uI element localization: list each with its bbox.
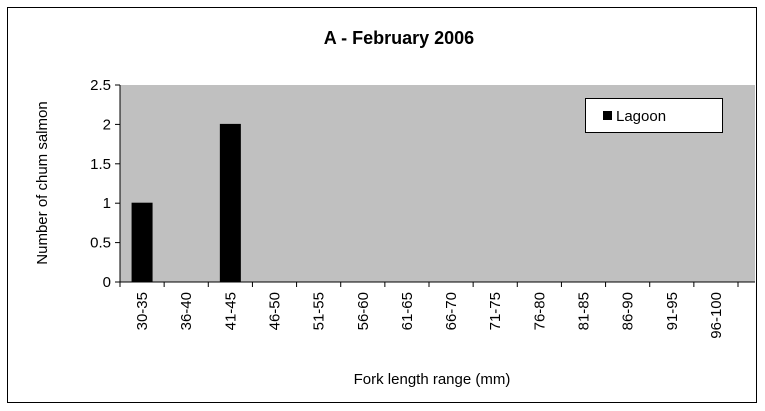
y-tick-label: 2.5 — [90, 77, 111, 94]
x-tick-label: 56-60 — [355, 292, 372, 330]
y-tick-label: 1.5 — [90, 156, 111, 173]
x-tick-label: 30-35 — [134, 292, 151, 330]
x-tick-label: 71-75 — [487, 292, 504, 330]
y-tick-label: 1 — [103, 195, 111, 212]
legend: Lagoon — [585, 98, 723, 133]
x-tick-label: 91-95 — [664, 292, 681, 330]
bar — [131, 202, 153, 283]
legend-label: Lagoon — [616, 108, 666, 125]
x-tick-label: 51-55 — [311, 292, 328, 330]
x-tick-label: 61-65 — [399, 292, 416, 330]
y-tick-label: 2 — [103, 116, 111, 133]
x-tick-label: 86-90 — [620, 292, 637, 330]
x-tick-label: 36-40 — [178, 292, 195, 330]
x-tick-label: 81-85 — [576, 292, 593, 330]
chart-title: A - February 2006 — [324, 28, 474, 48]
x-axis-label: Fork length range (mm) — [354, 371, 511, 388]
x-tick-label: 96-100 — [708, 292, 725, 339]
x-tick-label: 76-80 — [531, 292, 548, 330]
y-tick-label: 0.5 — [90, 235, 111, 252]
legend-swatch — [603, 111, 612, 120]
y-tick-label: 0 — [103, 274, 111, 291]
y-axis-label: Number of chum salmon — [34, 101, 51, 264]
x-tick-label: 41-45 — [222, 292, 239, 330]
x-tick-label: 46-50 — [267, 292, 284, 330]
bar — [219, 123, 241, 283]
x-tick-label: 66-70 — [443, 292, 460, 330]
